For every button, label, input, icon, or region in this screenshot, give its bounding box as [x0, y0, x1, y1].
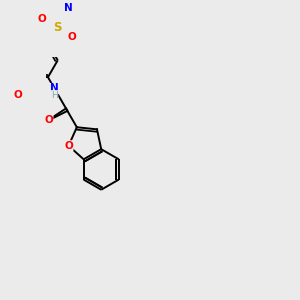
- Text: O: O: [14, 90, 22, 100]
- Text: O: O: [44, 115, 53, 125]
- Text: S: S: [52, 21, 61, 34]
- Text: O: O: [68, 32, 76, 42]
- Text: N: N: [64, 3, 73, 13]
- Text: H: H: [51, 91, 58, 100]
- Text: O: O: [38, 14, 46, 24]
- Text: N: N: [50, 83, 59, 93]
- Text: O: O: [64, 141, 73, 151]
